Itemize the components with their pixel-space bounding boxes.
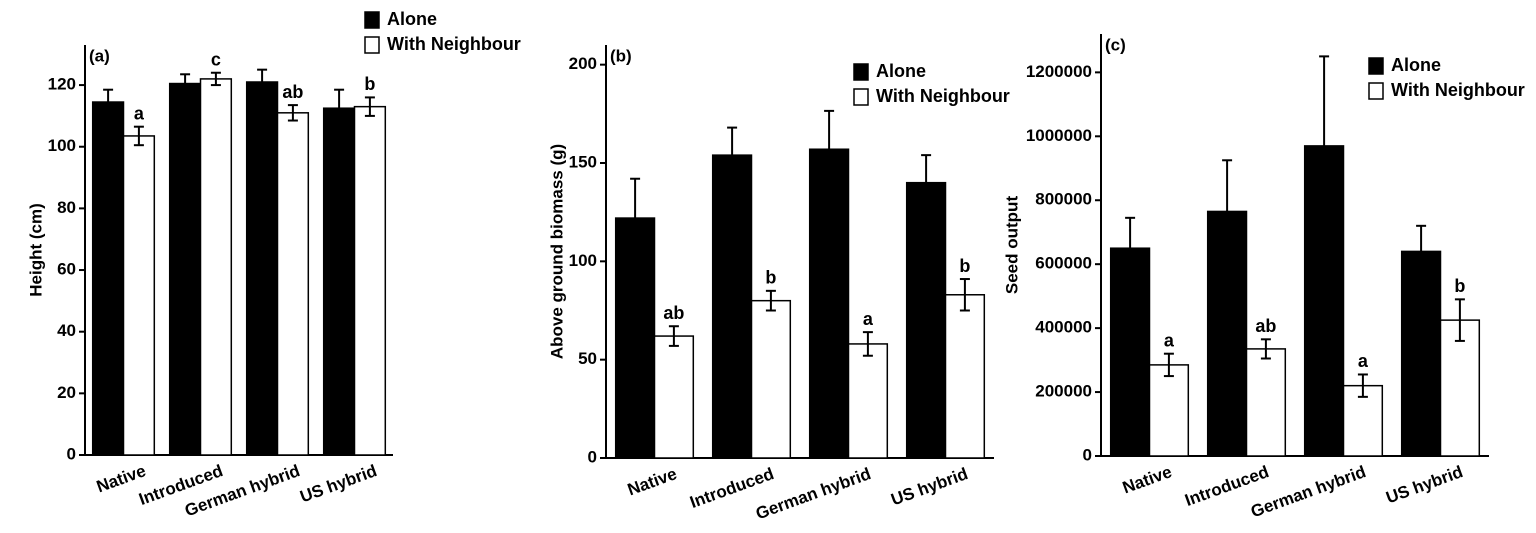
legend-swatch <box>853 88 869 106</box>
legend-swatch <box>1368 57 1384 75</box>
bar <box>711 154 753 459</box>
legend-label: With Neighbour <box>387 34 521 54</box>
legend-label: With Neighbour <box>1391 80 1525 100</box>
bar <box>1400 250 1442 457</box>
x-tick-label: Native <box>625 464 679 499</box>
y-axis-title: Seed output <box>1002 196 1021 295</box>
significance-letter: a <box>1164 330 1175 350</box>
bar <box>199 78 233 456</box>
error-bar <box>1454 298 1465 342</box>
error-bar <box>1125 216 1136 280</box>
y-tick-label: 200 <box>569 54 597 73</box>
y-tick-label: 0 <box>588 447 597 466</box>
y-tick-label: 200000 <box>1035 382 1092 401</box>
x-tick-label: US hybrid <box>888 464 970 509</box>
significance-letter: b <box>765 268 776 288</box>
error-bar <box>1416 224 1427 278</box>
error-bar <box>630 177 641 259</box>
significance-letter: b <box>959 256 970 276</box>
y-tick-label: 400000 <box>1035 318 1092 337</box>
bar <box>905 181 947 459</box>
x-tick-label: Native <box>1120 462 1174 497</box>
error-bar <box>921 154 932 212</box>
y-tick-label: 0 <box>1083 445 1092 464</box>
bar <box>245 81 279 456</box>
bar <box>944 294 986 459</box>
error-bar <box>210 71 221 87</box>
legend-label: Alone <box>876 61 926 81</box>
y-axis-title: Above ground biomass (g) <box>547 144 566 359</box>
bar <box>653 335 695 459</box>
legend-label: Alone <box>387 9 437 29</box>
error-bar <box>1357 373 1368 398</box>
y-tick-label: 100 <box>569 251 597 270</box>
error-bar <box>1319 55 1330 237</box>
y-tick-label: 600000 <box>1035 254 1092 273</box>
panel-label: (c) <box>1105 35 1126 54</box>
y-tick-label: 150 <box>569 152 597 171</box>
error-bar <box>257 68 268 96</box>
y-tick-label: 50 <box>578 349 597 368</box>
significance-letter: ab <box>663 303 684 323</box>
error-bar <box>1163 352 1174 378</box>
y-tick-label: 60 <box>57 260 76 279</box>
panel-label: (a) <box>89 46 110 65</box>
legend-label: With Neighbour <box>876 86 1010 106</box>
legend-swatch <box>1368 82 1384 100</box>
y-tick-label: 80 <box>57 198 76 217</box>
bar <box>168 82 202 456</box>
significance-letter: a <box>863 309 874 329</box>
error-bar <box>959 278 970 312</box>
error-bar <box>364 96 375 117</box>
y-tick-label: 20 <box>57 383 76 402</box>
error-bar <box>862 331 873 357</box>
bar <box>847 343 889 459</box>
significance-letter: b <box>364 74 375 94</box>
error-bar <box>1260 338 1271 360</box>
x-tick-label: US hybrid <box>297 461 379 506</box>
significance-letter: a <box>1358 351 1369 371</box>
legend-label: Alone <box>1391 55 1441 75</box>
y-tick-label: 40 <box>57 321 76 340</box>
legend-swatch <box>364 36 380 54</box>
error-bar <box>133 125 144 147</box>
significance-letter: ab <box>282 82 303 102</box>
legend-swatch <box>853 63 869 81</box>
bar <box>322 107 356 456</box>
significance-letter: c <box>211 49 221 69</box>
bar <box>276 112 310 456</box>
bar <box>808 148 850 459</box>
significance-letter: a <box>134 103 145 123</box>
y-tick-label: 0 <box>67 444 76 463</box>
y-tick-label: 1000000 <box>1026 126 1092 145</box>
bar <box>750 299 792 459</box>
y-tick-label: 100 <box>48 136 76 155</box>
bar <box>1245 348 1287 457</box>
x-tick-label: US hybrid <box>1383 462 1465 507</box>
panel-label: (b) <box>610 46 632 65</box>
y-axis-title: Height (cm) <box>26 203 45 297</box>
error-bar <box>824 109 835 189</box>
error-bar <box>727 126 738 184</box>
error-bar <box>103 88 114 116</box>
error-bar <box>287 104 298 122</box>
bar <box>353 105 387 456</box>
error-bar <box>180 73 191 94</box>
error-bar <box>334 88 345 128</box>
y-tick-label: 1200000 <box>1026 62 1092 81</box>
significance-letter: b <box>1454 276 1465 296</box>
y-tick-label: 800000 <box>1035 190 1092 209</box>
error-bar <box>1222 159 1233 264</box>
significance-letter: ab <box>1255 316 1276 336</box>
bar <box>122 135 156 456</box>
legend-swatch <box>364 11 380 29</box>
error-bar <box>668 325 679 347</box>
y-tick-label: 120 <box>48 75 76 94</box>
error-bar <box>765 289 776 312</box>
bar <box>1148 364 1190 457</box>
bar <box>91 101 125 456</box>
